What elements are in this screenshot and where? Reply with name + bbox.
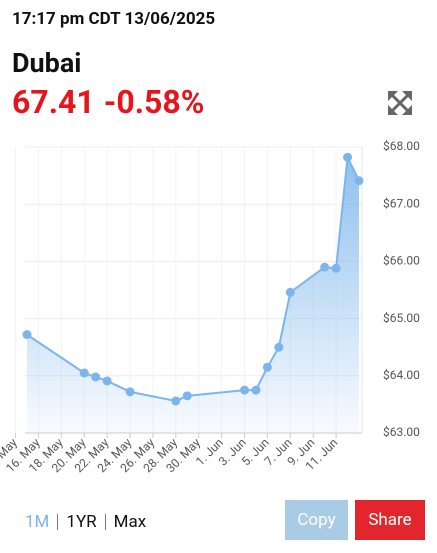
y-tick-label: $64.00 xyxy=(383,368,420,382)
data-point xyxy=(91,372,101,382)
data-point xyxy=(102,376,112,386)
data-point xyxy=(285,287,295,297)
y-tick-label: $68.00 xyxy=(383,139,420,153)
data-point xyxy=(320,262,330,272)
data-point xyxy=(343,152,353,162)
separator xyxy=(57,514,59,530)
separator xyxy=(104,514,106,530)
change: -0.58% xyxy=(103,83,205,121)
data-point xyxy=(251,385,261,395)
y-tick-label: $65.00 xyxy=(383,311,420,325)
y-tick-label: $67.00 xyxy=(383,196,420,210)
data-point xyxy=(22,330,32,340)
data-point xyxy=(240,385,250,395)
chart: $63.00$64.00$65.00$66.00$67.00$68.0014. … xyxy=(0,139,420,475)
price: 67.41 xyxy=(12,83,95,121)
data-point xyxy=(125,387,135,397)
copy-button[interactable]: Copy xyxy=(285,500,348,540)
timestamp: 17:17 pm CDT 13/06/2025 xyxy=(12,9,216,29)
range-1yr[interactable]: 1YR xyxy=(66,512,97,532)
y-tick-label: $66.00 xyxy=(383,254,420,268)
y-tick-label: $63.00 xyxy=(383,425,420,439)
range-selector: 1M 1YR Max xyxy=(25,512,154,532)
range-max[interactable]: Max xyxy=(113,512,147,532)
quote: 67.41 -0.58% xyxy=(12,83,204,121)
area-fill xyxy=(27,157,359,433)
data-point xyxy=(331,263,341,273)
data-point xyxy=(171,396,181,406)
data-point xyxy=(354,176,364,186)
expand-icon[interactable] xyxy=(386,89,414,117)
price-line xyxy=(26,153,360,403)
data-point xyxy=(182,391,192,401)
range-1m[interactable]: 1M xyxy=(25,512,50,532)
data-point xyxy=(274,342,284,352)
instrument-name: Dubai xyxy=(12,47,82,79)
share-button[interactable]: Share xyxy=(355,500,425,540)
data-point xyxy=(79,368,89,378)
data-point xyxy=(262,362,272,372)
